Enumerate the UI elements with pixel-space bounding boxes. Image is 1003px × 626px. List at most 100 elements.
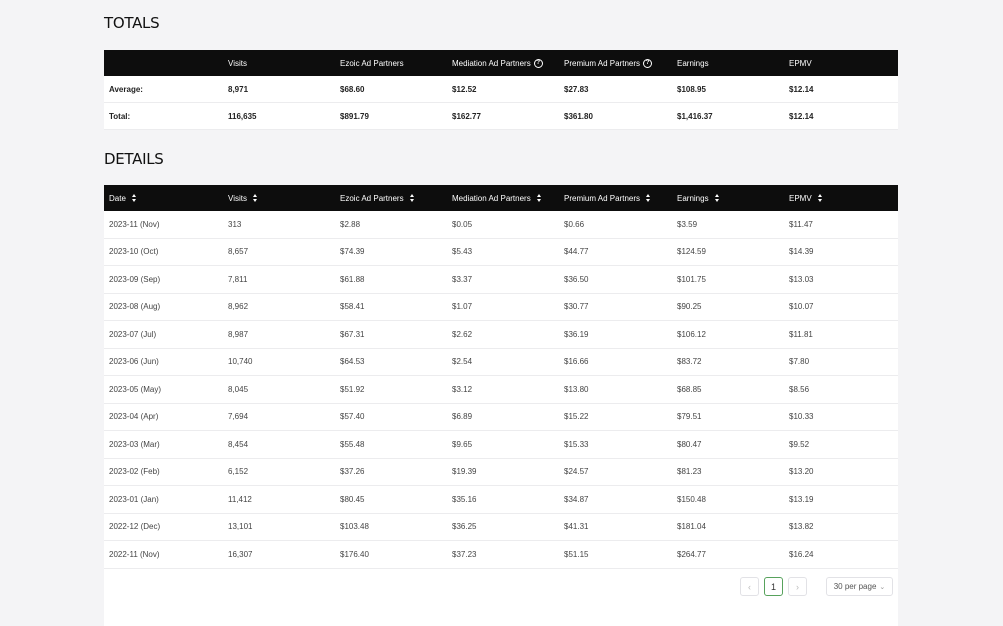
table-cell: 116,635 bbox=[228, 111, 257, 121]
table-cell: $36.50 bbox=[564, 274, 589, 284]
table-cell: 10,740 bbox=[228, 357, 253, 367]
table-row: 2023-07 (Jul) 8,987 $67.31 $2.62 $36.19 $106.… bbox=[104, 321, 898, 349]
table-cell: $3.12 bbox=[452, 384, 473, 394]
sort-icon[interactable] bbox=[817, 193, 824, 203]
table-cell: $74.39 bbox=[340, 247, 365, 257]
table-cell: 11,412 bbox=[228, 494, 252, 504]
table-cell: $68.60 bbox=[340, 84, 365, 94]
table-cell: $11.47 bbox=[789, 219, 813, 229]
table-cell: $67.31 bbox=[340, 329, 365, 339]
table-cell: 2023-06 (Jun) bbox=[109, 357, 159, 367]
table-cell: $106.12 bbox=[677, 329, 706, 339]
table-cell: $34.87 bbox=[564, 494, 589, 504]
details-header-premium[interactable]: Premium Ad Partners bbox=[559, 193, 672, 203]
totals-table: Visits Ezoic Ad Partners Mediation Ad Pa… bbox=[104, 50, 898, 130]
table-cell: $68.85 bbox=[677, 384, 702, 394]
details-header-date[interactable]: Date bbox=[104, 193, 223, 203]
table-cell: 7,811 bbox=[228, 274, 248, 284]
table-cell: $6.89 bbox=[452, 412, 473, 422]
details-header-ezoic[interactable]: Ezoic Ad Partners bbox=[335, 193, 447, 203]
table-row: 2022-11 (Nov) 16,307 $176.40 $37.23 $51.15 $2… bbox=[104, 541, 898, 569]
table-cell: 6,152 bbox=[228, 467, 249, 477]
details-header-epmv[interactable]: EPMV bbox=[784, 193, 898, 203]
table-cell: Total: bbox=[109, 111, 131, 121]
details-header-mediation[interactable]: Mediation Ad Partners bbox=[447, 193, 559, 203]
details-header-earnings[interactable]: Earnings bbox=[672, 193, 784, 203]
next-page-button[interactable]: › bbox=[788, 577, 807, 596]
totals-header-ezoic: Ezoic Ad Partners bbox=[340, 58, 404, 68]
details-header-visits[interactable]: Visits bbox=[223, 193, 335, 203]
question-circle-icon[interactable]: ? bbox=[643, 58, 653, 68]
table-cell: $103.48 bbox=[340, 522, 369, 532]
table-cell: $150.48 bbox=[677, 494, 706, 504]
details-title: DETAILS bbox=[104, 150, 164, 168]
table-cell: $27.83 bbox=[564, 84, 589, 94]
table-cell: $61.88 bbox=[340, 274, 365, 284]
table-cell: $90.25 bbox=[677, 302, 702, 312]
table-cell: $1,416.37 bbox=[677, 111, 713, 121]
totals-header-visits: Visits bbox=[228, 58, 247, 68]
table-row: 2023-01 (Jan) 11,412 $80.45 $35.16 $34.87 $15… bbox=[104, 486, 898, 514]
table-cell: $162.77 bbox=[452, 111, 481, 121]
table-cell: 2023-08 (Aug) bbox=[109, 302, 161, 312]
pagination: ‹ 1 › 30 per page ⌄ bbox=[740, 577, 893, 596]
table-cell: Average: bbox=[109, 84, 143, 94]
table-cell: $5.43 bbox=[452, 247, 473, 257]
sort-icon[interactable] bbox=[131, 193, 138, 203]
table-cell: $10.33 bbox=[789, 412, 814, 422]
table-row: 2023-04 (Apr) 7,694 $57.40 $6.89 $15.22 $79.5… bbox=[104, 404, 898, 431]
table-row: 2023-05 (May) 8,045 $51.92 $3.12 $13.80 $68.8… bbox=[104, 376, 898, 404]
table-cell: 8,962 bbox=[228, 302, 249, 312]
sort-icon[interactable] bbox=[536, 193, 543, 203]
table-cell: $2.54 bbox=[452, 357, 473, 367]
table-cell: $181.04 bbox=[677, 522, 706, 532]
table-cell: $101.75 bbox=[677, 274, 706, 284]
table-cell: $37.26 bbox=[340, 467, 365, 477]
totals-row: Average: 8,971 $68.60 $12.52 $27.83 $108.95 $1… bbox=[104, 76, 898, 103]
prev-page-button[interactable]: ‹ bbox=[740, 577, 759, 596]
table-cell: 2023-05 (May) bbox=[109, 384, 162, 394]
table-cell: $64.53 bbox=[340, 357, 365, 367]
table-cell: $12.14 bbox=[789, 84, 814, 94]
totals-header-epmv: EPMV bbox=[789, 58, 812, 68]
table-cell: $0.66 bbox=[564, 219, 585, 229]
table-cell: $36.19 bbox=[564, 329, 589, 339]
table-cell: $24.57 bbox=[564, 467, 589, 477]
table-cell: $13.19 bbox=[789, 494, 814, 504]
table-cell: $83.72 bbox=[677, 357, 702, 367]
sort-icon[interactable] bbox=[252, 193, 259, 203]
sort-icon[interactable] bbox=[714, 193, 721, 203]
table-cell: 2022-12 (Dec) bbox=[109, 522, 161, 532]
table-cell: $2.88 bbox=[340, 219, 361, 229]
table-cell: $3.37 bbox=[452, 274, 473, 284]
table-cell: 2023-07 (Jul) bbox=[109, 329, 157, 339]
totals-header-earnings: Earnings bbox=[677, 58, 709, 68]
question-circle-icon[interactable]: ? bbox=[533, 58, 543, 68]
table-cell: $37.23 bbox=[452, 549, 477, 559]
per-page-select[interactable]: 30 per page ⌄ bbox=[826, 577, 893, 596]
table-cell: 2023-10 (Oct) bbox=[109, 247, 159, 257]
sort-icon[interactable] bbox=[646, 193, 652, 203]
table-cell: $891.79 bbox=[340, 111, 369, 121]
table-cell: 8,045 bbox=[228, 384, 249, 394]
table-cell: 8,657 bbox=[228, 247, 249, 257]
table-cell: $80.47 bbox=[677, 439, 702, 449]
table-cell: $361.80 bbox=[564, 111, 593, 121]
table-cell: $58.41 bbox=[340, 302, 365, 312]
table-cell: 8,987 bbox=[228, 329, 249, 339]
page-1-button[interactable]: 1 bbox=[764, 577, 783, 596]
table-cell: 2023-01 (Jan) bbox=[109, 494, 159, 504]
totals-header-row: Visits Ezoic Ad Partners Mediation Ad Pa… bbox=[104, 50, 898, 76]
table-cell: $124.59 bbox=[677, 247, 706, 257]
sort-icon[interactable] bbox=[409, 193, 416, 203]
table-row: 2023-03 (Mar) 8,454 $55.48 $9.65 $15.33 $80.4… bbox=[104, 431, 898, 459]
details-table: Date Visits Ezoic Ad Partners Mediation … bbox=[104, 185, 898, 626]
table-cell: $1.07 bbox=[452, 302, 473, 312]
table-row: 2023-06 (Jun) 10,740 $64.53 $2.54 $16.66 $83.… bbox=[104, 349, 898, 376]
table-cell: 2023-02 (Feb) bbox=[109, 467, 160, 477]
table-cell: 2023-04 (Apr) bbox=[109, 412, 159, 422]
table-cell: $55.48 bbox=[340, 439, 365, 449]
table-cell: $10.07 bbox=[789, 302, 814, 312]
table-cell: $57.40 bbox=[340, 412, 365, 422]
table-row: 2022-12 (Dec) 13,101 $103.48 $36.25 $41.31 $1… bbox=[104, 514, 898, 541]
